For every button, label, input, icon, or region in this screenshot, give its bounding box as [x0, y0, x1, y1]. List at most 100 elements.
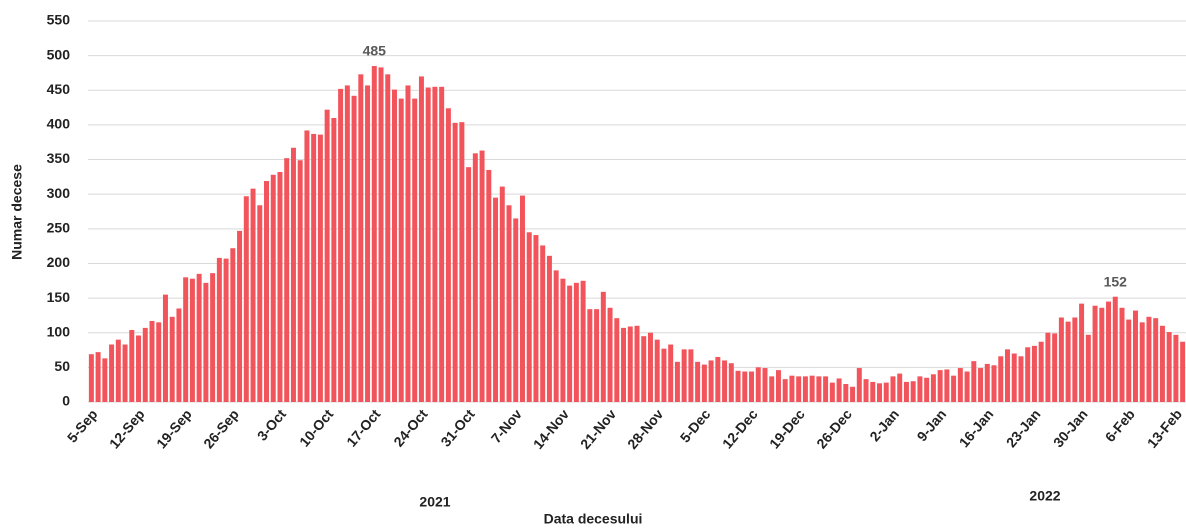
bar	[149, 320, 155, 402]
bar	[897, 373, 903, 402]
y-tick-label: 50	[54, 358, 70, 374]
bar	[1004, 349, 1010, 402]
bar	[1112, 296, 1118, 402]
bar	[715, 356, 721, 402]
bar	[290, 147, 296, 402]
bar	[681, 349, 687, 402]
bar	[580, 280, 586, 402]
bar	[102, 358, 108, 402]
bar	[1132, 310, 1138, 402]
bar	[506, 205, 512, 402]
bar	[944, 369, 950, 402]
bar	[775, 370, 781, 402]
bar	[398, 98, 404, 403]
bar	[264, 181, 270, 402]
bar	[877, 383, 882, 402]
bar	[728, 363, 734, 402]
bar	[991, 365, 997, 402]
bar	[351, 95, 357, 402]
x-tick-label: 7-Nov	[488, 406, 525, 446]
bar	[304, 130, 310, 402]
bar	[722, 360, 728, 402]
x-tick-label: 12-Sep	[106, 406, 148, 451]
bar	[129, 329, 135, 402]
bar	[311, 133, 317, 402]
bar	[216, 257, 222, 402]
bar	[1065, 321, 1071, 402]
bar	[890, 376, 896, 402]
bar	[661, 348, 667, 402]
bar	[324, 109, 330, 402]
x-tick-label: 19-Sep	[153, 406, 195, 451]
bar	[1031, 345, 1037, 402]
bar	[978, 368, 984, 402]
bar	[331, 117, 337, 403]
x-tick-label: 26-Dec	[813, 406, 855, 452]
bar	[863, 379, 869, 402]
bar	[392, 89, 397, 402]
x-tick-label: 23-Jan	[1003, 406, 1044, 450]
bar	[917, 376, 923, 402]
bar	[418, 76, 424, 402]
bar	[903, 381, 909, 402]
x-axis-title: Data decesului	[544, 511, 643, 527]
bar	[405, 85, 411, 402]
bar	[957, 368, 963, 402]
x-tick-label: 28-Nov	[624, 406, 666, 452]
y-tick-label: 500	[47, 46, 71, 62]
bar	[823, 376, 829, 402]
bar	[614, 318, 620, 402]
bar	[1106, 301, 1112, 402]
bar	[183, 277, 189, 402]
bar	[1085, 334, 1091, 402]
bar	[1018, 356, 1024, 402]
bar	[1058, 317, 1064, 402]
bar	[870, 381, 876, 402]
bar	[856, 368, 862, 402]
bar	[466, 167, 472, 402]
bar	[486, 169, 492, 402]
bar	[1119, 307, 1125, 402]
bar	[445, 108, 451, 403]
x-tick-label: 13-Feb	[1144, 406, 1185, 451]
bar	[109, 344, 115, 402]
bar	[189, 278, 195, 402]
bar	[829, 382, 835, 402]
bar	[533, 235, 539, 402]
bar	[493, 197, 499, 402]
bar	[297, 160, 303, 402]
bar	[674, 361, 680, 402]
bar	[910, 381, 916, 402]
bar	[452, 122, 458, 403]
bar	[176, 308, 182, 402]
bar	[270, 174, 276, 402]
bar	[365, 85, 371, 402]
bar	[371, 66, 377, 402]
bar	[203, 282, 209, 402]
year-label: 2022	[1029, 488, 1060, 504]
bar	[1045, 332, 1051, 402]
bar	[88, 354, 94, 402]
bar	[472, 153, 478, 402]
y-tick-label: 0	[62, 393, 70, 409]
y-tick-label: 550	[47, 12, 71, 28]
y-tick-label: 400	[47, 116, 71, 132]
bar	[802, 376, 808, 402]
bar	[479, 150, 485, 402]
data-label: 152	[1104, 273, 1128, 289]
bar	[553, 270, 559, 402]
bar	[755, 367, 761, 402]
x-tick-label: 9-Jan	[913, 406, 949, 444]
x-tick-label: 3-Oct	[254, 406, 289, 444]
y-tick-label: 300	[47, 185, 71, 201]
bar	[156, 322, 162, 402]
bar	[546, 255, 552, 402]
bar	[998, 356, 1004, 402]
bar	[378, 67, 384, 403]
x-tick-label: 10-Oct	[296, 406, 336, 450]
y-tick-label: 350	[47, 150, 71, 166]
bar	[1126, 319, 1132, 402]
bar	[984, 363, 990, 402]
bar	[284, 158, 290, 402]
bar	[230, 248, 236, 402]
